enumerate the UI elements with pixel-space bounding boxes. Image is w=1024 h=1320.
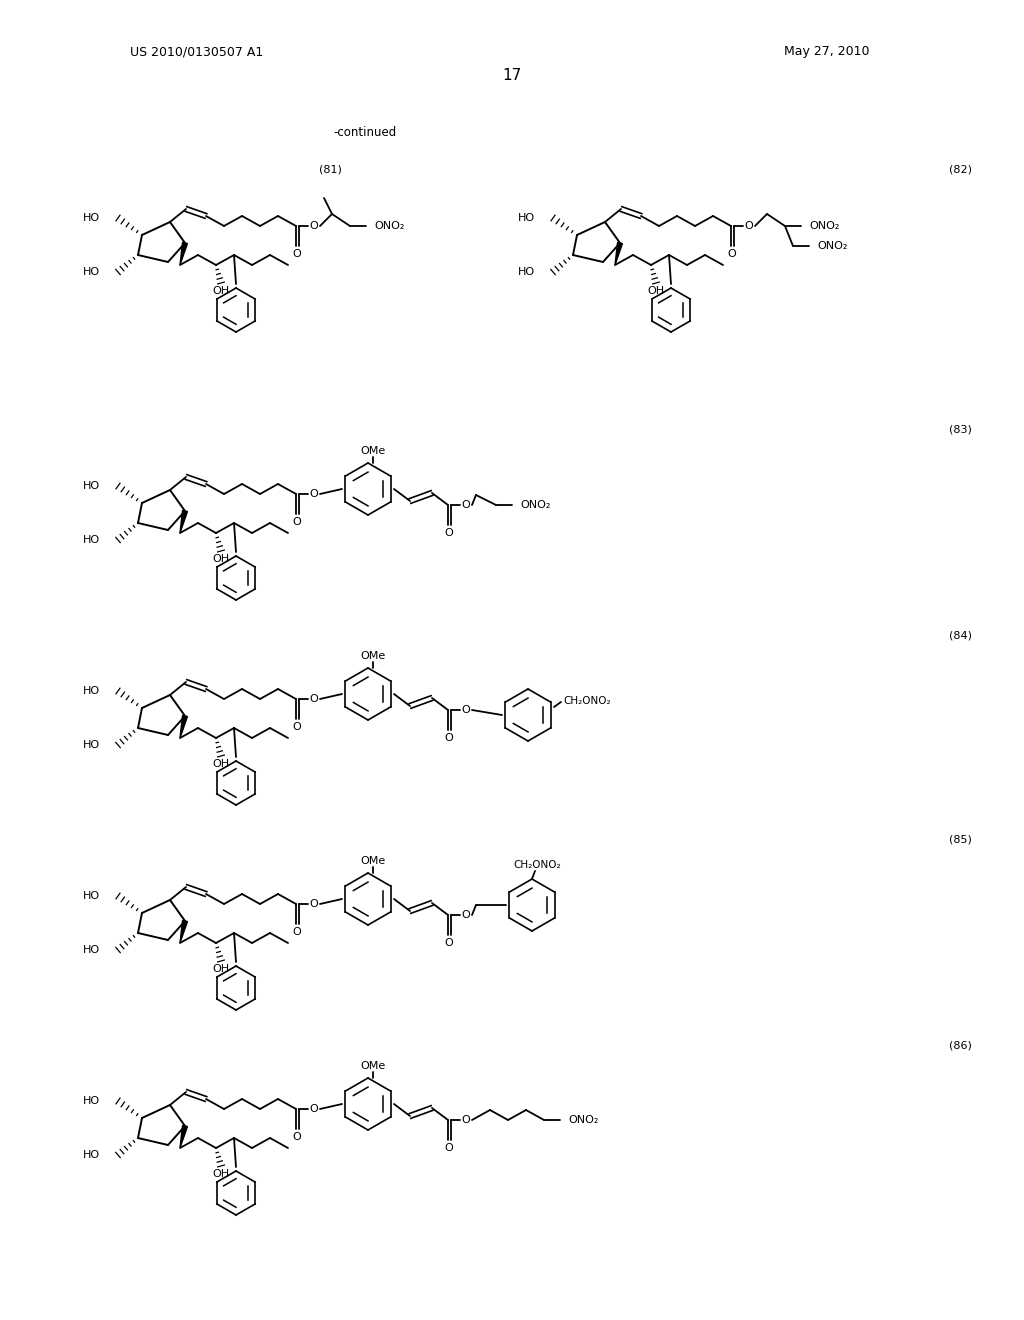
- Polygon shape: [180, 1126, 187, 1148]
- Text: O: O: [293, 722, 301, 733]
- Text: (81): (81): [318, 165, 341, 176]
- Text: O: O: [293, 517, 301, 527]
- Text: (83): (83): [948, 425, 972, 436]
- Text: OH: OH: [212, 1170, 229, 1179]
- Text: CH₂ONO₂: CH₂ONO₂: [513, 861, 561, 870]
- Text: O: O: [309, 899, 318, 909]
- Text: HO: HO: [83, 535, 100, 545]
- Text: O: O: [293, 249, 301, 259]
- Text: HO: HO: [83, 480, 100, 491]
- Text: US 2010/0130507 A1: US 2010/0130507 A1: [130, 45, 263, 58]
- Text: OMe: OMe: [360, 855, 386, 866]
- Text: ONO₂: ONO₂: [520, 500, 550, 510]
- Text: -continued: -continued: [334, 125, 396, 139]
- Text: ONO₂: ONO₂: [568, 1115, 598, 1125]
- Text: O: O: [462, 705, 470, 715]
- Text: O: O: [309, 1104, 318, 1114]
- Text: O: O: [462, 1115, 470, 1125]
- Text: (84): (84): [948, 630, 972, 640]
- Text: O: O: [462, 909, 470, 920]
- Text: OH: OH: [212, 759, 229, 770]
- Text: HO: HO: [83, 1096, 100, 1106]
- Text: ONO₂: ONO₂: [817, 242, 848, 251]
- Text: O: O: [309, 488, 318, 499]
- Polygon shape: [180, 511, 187, 533]
- Text: OMe: OMe: [360, 446, 386, 455]
- Text: OH: OH: [212, 286, 229, 296]
- Text: (85): (85): [948, 836, 972, 845]
- Text: O: O: [462, 500, 470, 510]
- Text: OMe: OMe: [360, 1061, 386, 1071]
- Text: HO: HO: [518, 213, 535, 223]
- Text: (82): (82): [948, 165, 972, 176]
- Text: 17: 17: [503, 69, 521, 83]
- Text: O: O: [744, 220, 754, 231]
- Text: ONO₂: ONO₂: [809, 220, 840, 231]
- Text: O: O: [444, 1143, 454, 1152]
- Text: HO: HO: [83, 945, 100, 954]
- Text: HO: HO: [83, 267, 100, 277]
- Text: CH₂ONO₂: CH₂ONO₂: [563, 696, 610, 706]
- Text: HO: HO: [83, 1150, 100, 1160]
- Text: May 27, 2010: May 27, 2010: [784, 45, 870, 58]
- Text: OH: OH: [647, 286, 665, 296]
- Text: OH: OH: [212, 964, 229, 974]
- Text: O: O: [293, 1133, 301, 1142]
- Text: HO: HO: [83, 891, 100, 902]
- Text: HO: HO: [83, 686, 100, 696]
- Text: O: O: [444, 528, 454, 539]
- Polygon shape: [615, 243, 623, 265]
- Text: O: O: [444, 733, 454, 743]
- Text: (86): (86): [948, 1040, 972, 1049]
- Text: OH: OH: [212, 554, 229, 564]
- Polygon shape: [180, 920, 187, 942]
- Text: O: O: [309, 694, 318, 704]
- Polygon shape: [180, 715, 187, 738]
- Text: O: O: [728, 249, 736, 259]
- Text: HO: HO: [518, 267, 535, 277]
- Text: ONO₂: ONO₂: [374, 220, 404, 231]
- Text: O: O: [293, 927, 301, 937]
- Text: HO: HO: [83, 213, 100, 223]
- Text: O: O: [444, 939, 454, 948]
- Text: HO: HO: [83, 741, 100, 750]
- Text: O: O: [309, 220, 318, 231]
- Text: OMe: OMe: [360, 651, 386, 661]
- Polygon shape: [180, 243, 187, 265]
